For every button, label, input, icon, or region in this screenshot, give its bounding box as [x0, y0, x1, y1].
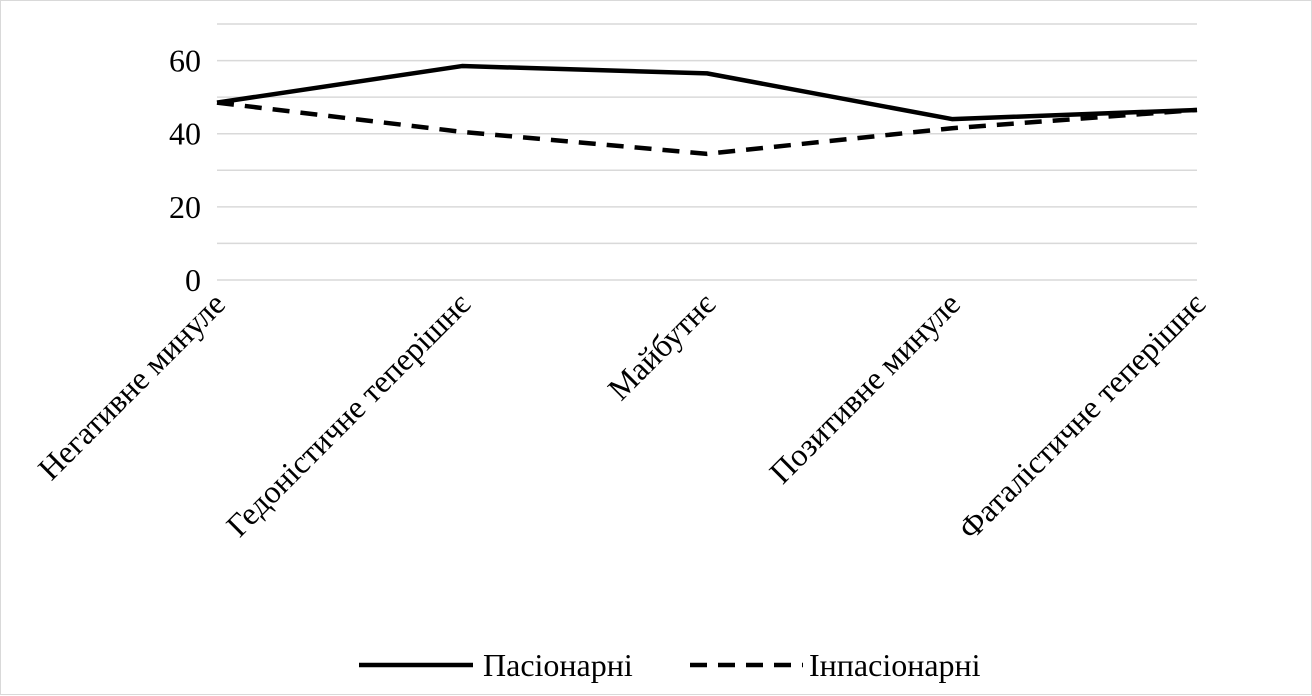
- y-tick-label: 20: [169, 189, 201, 225]
- x-tick-label: Негативне минуле: [31, 285, 232, 486]
- y-tick-label: 60: [169, 43, 201, 79]
- legend-item-pasionarni: Пасіонарні: [359, 647, 633, 683]
- legend-label: Інпасіонарні: [809, 647, 981, 683]
- legend-item-inpasionarni: Інпасіонарні: [690, 647, 981, 683]
- series-line-pasionarni: [216, 63, 1198, 122]
- x-tick-label: Майбутнє: [601, 285, 723, 407]
- series-lines: [216, 63, 1198, 157]
- gridlines: [217, 23, 1197, 281]
- series-line-inpasionarni: [216, 100, 1198, 157]
- x-tick-label: Фаталістичне теперішнє: [951, 285, 1212, 546]
- x-tick-label: Позитивне минуле: [762, 285, 967, 490]
- legend-label: Пасіонарні: [483, 647, 633, 683]
- y-tick-label: 40: [169, 116, 201, 152]
- x-tick-label: Гедоністичне теперішнє: [219, 285, 477, 543]
- legend: Пасіонарні Інпасіонарні: [359, 647, 981, 683]
- y-axis-ticks: 0 20 40 60: [169, 43, 201, 298]
- y-tick-label: 0: [185, 262, 201, 298]
